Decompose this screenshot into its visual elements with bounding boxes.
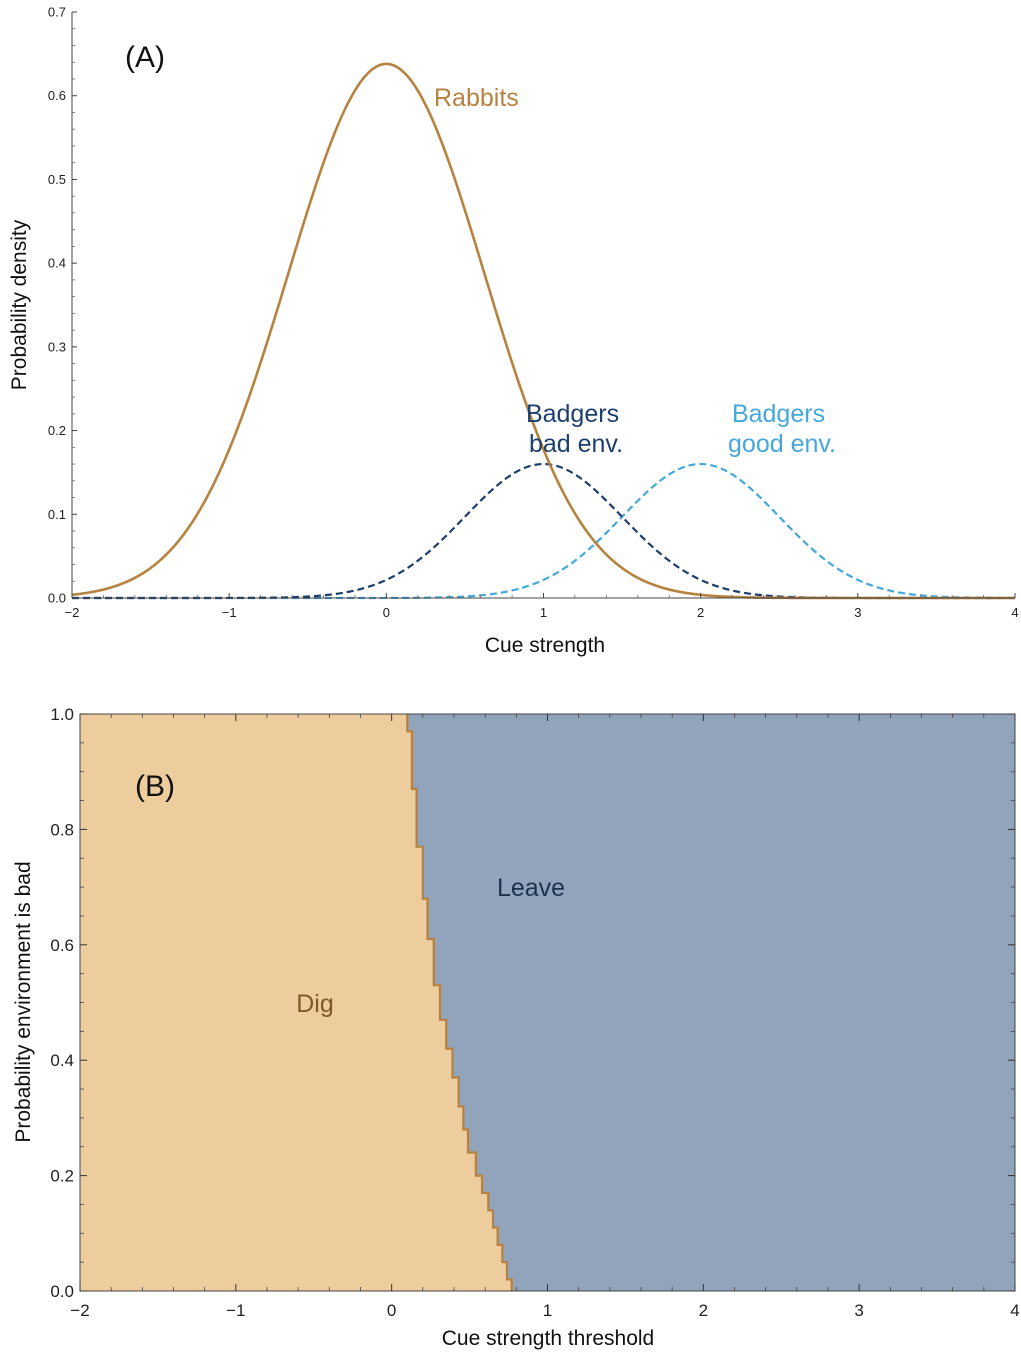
decision-boundary (406, 714, 513, 1291)
y-tick-label: 0.2 (50, 1167, 74, 1186)
x-axis-label: Cue strength threshold (442, 1327, 654, 1350)
annotation-badgers-bad-line-2: bad env. (529, 430, 623, 458)
density-curves (71, 62, 1016, 600)
panel-a-axes: −2 −1 0 1 2 3 4 0.0 0.1 0.2 0.3 0.4 0.5 0.6 0.7 (48, 5, 1019, 621)
x-axis-ticks: −2 −1 0 1 2 3 4 (65, 593, 1019, 620)
y-tick-label: 0.0 (48, 591, 66, 606)
y-tick-label: 0.8 (50, 820, 74, 839)
x-axis-label: Cue strength (485, 634, 605, 657)
y-tick-label: 0.7 (48, 5, 66, 20)
y-axis-ticks: 0.0 0.1 0.2 0.3 0.4 0.5 0.6 0.7 (48, 5, 77, 606)
y-tick-label: 0.0 (50, 1282, 74, 1301)
x-tick-label: 3 (854, 1301, 863, 1320)
panel-label: (A) (125, 41, 165, 74)
y-tick-label: 0.3 (48, 339, 66, 354)
panel-b-region-chart: −2 −1 0 1 2 3 4 0.0 0.2 0.4 0.6 0.8 1.0 (B) Leave Di… (12, 705, 1020, 1350)
panel-label: (B) (135, 770, 175, 803)
y-tick-label: 0.1 (48, 507, 66, 522)
y-tick-label: 0.6 (48, 88, 66, 103)
x-tick-label: 4 (1010, 1301, 1019, 1320)
x-tick-label: 4 (1011, 605, 1018, 620)
series-line-rabbits (71, 62, 1015, 600)
y-axis-label: Probability environment is bad (12, 861, 35, 1142)
x-tick-label: 2 (697, 605, 704, 620)
x-tick-label: 3 (854, 605, 861, 620)
region-dig (80, 714, 512, 1291)
decision-regions (80, 714, 1015, 1291)
x-tick-label: 1 (540, 605, 547, 620)
annotation-badgers-good-line-2: good env. (728, 430, 836, 458)
annotation-rabbits: Rabbits (434, 84, 519, 112)
panel-a-density-chart: −2 −1 0 1 2 3 4 0.0 0.1 0.2 0.3 0.4 0.5 0.6 0.7 (A) R… (8, 5, 1019, 658)
y-tick-label: 0.2 (48, 423, 66, 438)
x-tick-label: −2 (65, 605, 80, 620)
y-tick-label: 0.6 (50, 936, 74, 955)
x-tick-label: 1 (543, 1301, 552, 1320)
x-tick-label: −2 (70, 1301, 89, 1320)
region-label-dig: Dig (296, 990, 334, 1018)
y-tick-label: 0.5 (48, 172, 66, 187)
annotation-rabbits-line-1: Rabbits (434, 84, 519, 112)
annotation-badgers-good-line-1: Badgers (732, 400, 825, 428)
y-axis-label: Probability density (8, 219, 31, 390)
x-tick-label: −1 (226, 1301, 245, 1320)
annotation-badgers-bad-env: Badgers bad env. (526, 400, 626, 458)
region-label-leave: Leave (497, 874, 565, 902)
x-tick-label: 2 (699, 1301, 708, 1320)
y-tick-label: 0.4 (50, 1051, 74, 1070)
annotation-badgers-good-env: Badgers good env. (728, 400, 836, 458)
y-tick-label: 1.0 (50, 705, 74, 724)
annotation-badgers-bad-line-1: Badgers (526, 400, 619, 428)
x-tick-label: −1 (222, 605, 237, 620)
y-tick-label: 0.4 (48, 256, 66, 271)
panel-b-ticks: −2 −1 0 1 2 3 4 0.0 0.2 0.4 0.6 0.8 1.0 (50, 705, 1019, 1320)
x-tick-label: 0 (387, 1301, 396, 1320)
x-tick-label: 0 (383, 605, 390, 620)
